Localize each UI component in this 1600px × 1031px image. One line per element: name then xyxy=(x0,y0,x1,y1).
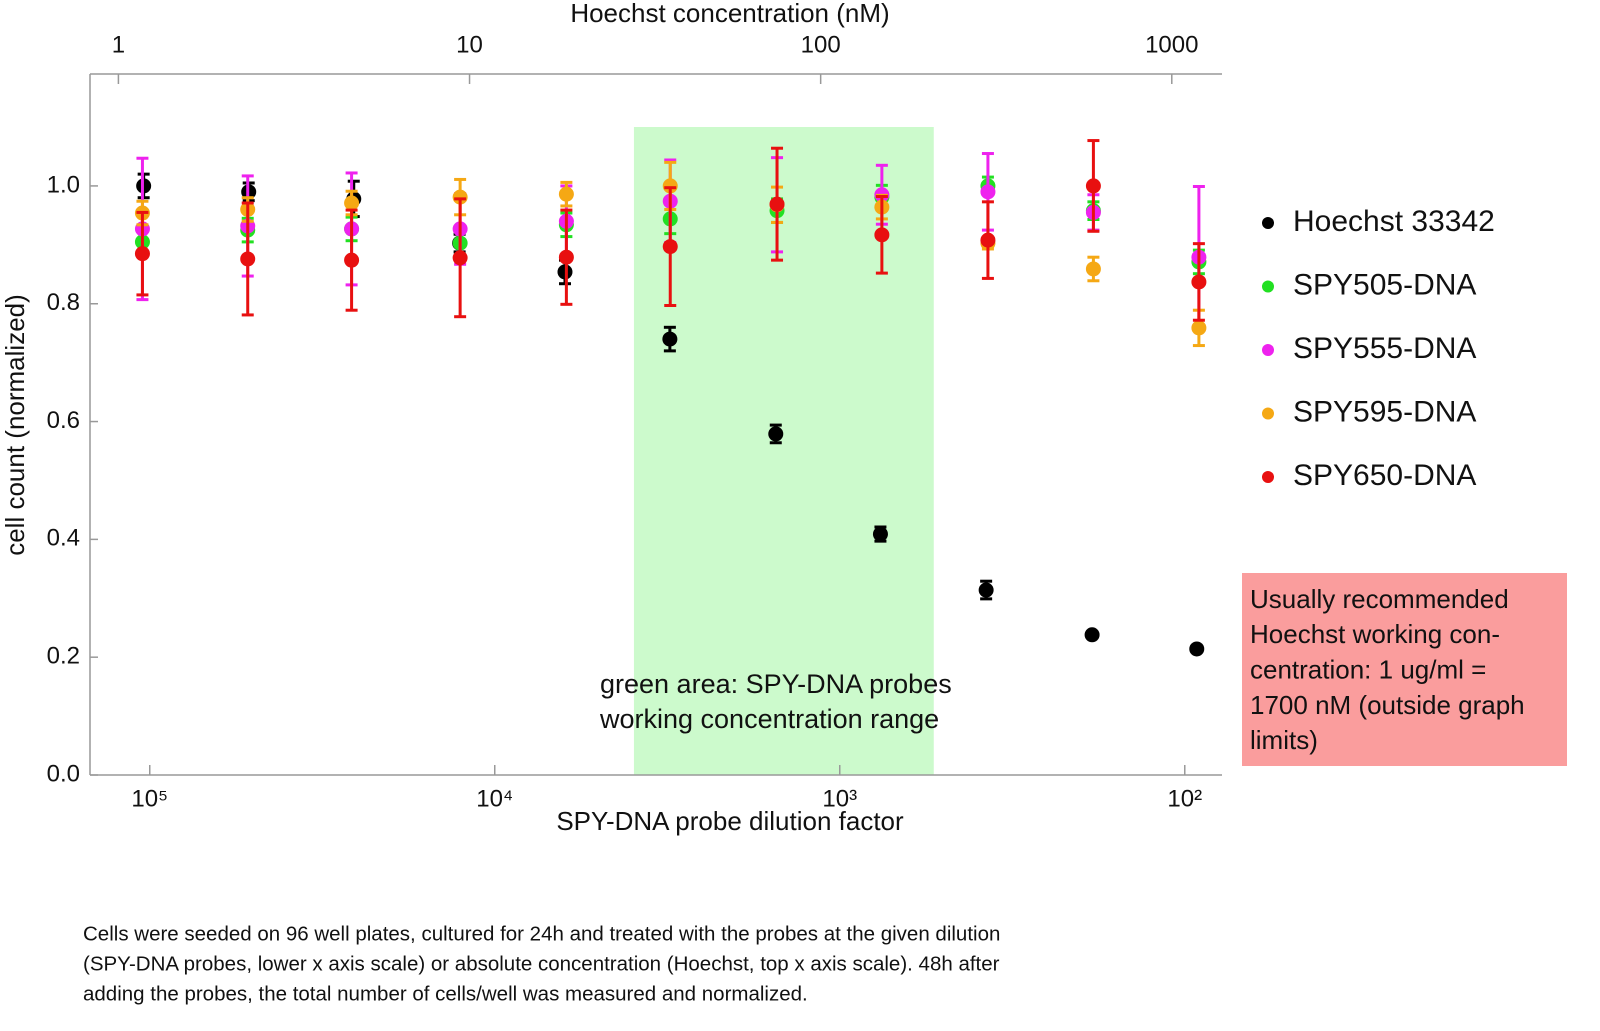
point xyxy=(662,239,678,255)
note-text: Hoechst working con- xyxy=(1250,619,1500,649)
point xyxy=(1191,274,1207,290)
y-tick-label: 1.0 xyxy=(47,171,80,198)
y-tick-label: 0.8 xyxy=(47,289,80,316)
legend-marker xyxy=(1262,344,1274,356)
legend-label: SPY595-DNA xyxy=(1293,395,1476,428)
point xyxy=(768,426,784,442)
annotation: green area: SPY-DNA probes xyxy=(600,669,952,699)
x-tick-label: 10³ xyxy=(822,785,857,812)
point xyxy=(662,331,678,347)
y-tick-label: 0.6 xyxy=(47,407,80,434)
x-tick-label: 10⁴ xyxy=(476,785,513,812)
legend-label: SPY555-DNA xyxy=(1293,332,1476,365)
x2-tick-label: 1 xyxy=(112,31,125,58)
note-box xyxy=(1242,573,1567,766)
caption: adding the probes, the total number of c… xyxy=(83,982,808,1005)
point xyxy=(1189,641,1205,657)
y-tick-label: 0.4 xyxy=(47,525,80,552)
point xyxy=(769,196,785,212)
caption: Cells were seeded on 96 well plates, cul… xyxy=(83,922,1000,945)
point xyxy=(1085,178,1101,194)
point xyxy=(240,251,256,267)
caption: (SPY-DNA probes, lower x axis scale) or … xyxy=(83,952,1000,975)
x2-tick-label: 100 xyxy=(801,31,841,58)
point xyxy=(1085,261,1101,277)
x-tick-label: 10² xyxy=(1167,785,1202,812)
y-tick-label: 0.2 xyxy=(47,643,80,670)
x-tick-label: 10⁵ xyxy=(131,785,168,812)
annotation: working concentration range xyxy=(599,704,939,734)
point xyxy=(558,249,574,265)
point xyxy=(1084,627,1100,643)
point xyxy=(452,189,468,205)
x-axis-title: SPY-DNA probe dilution factor xyxy=(556,806,904,836)
legend-label: Hoechst 33342 xyxy=(1293,205,1495,238)
point xyxy=(452,250,468,266)
top-axis-title: Hoechst concentration (nM) xyxy=(570,0,889,28)
legend-label: SPY650-DNA xyxy=(1293,459,1476,492)
legend-marker xyxy=(1262,280,1274,293)
note-text: limits) xyxy=(1250,725,1318,755)
point xyxy=(344,252,360,268)
x2-tick-label: 1000 xyxy=(1145,31,1198,58)
point xyxy=(1191,320,1207,336)
point xyxy=(980,232,996,248)
point xyxy=(978,582,994,598)
legend-label: SPY505-DNA xyxy=(1293,268,1476,301)
legend-marker xyxy=(1262,407,1274,420)
note-text: Usually recommended xyxy=(1250,584,1509,614)
y-axis-title: cell count (normalized) xyxy=(0,294,30,556)
legend-marker xyxy=(1262,471,1274,483)
point xyxy=(344,195,360,211)
legend-marker xyxy=(1262,217,1274,229)
x2-tick-label: 10 xyxy=(456,31,483,58)
note-text: centration: 1 ug/ml = xyxy=(1250,654,1486,684)
point xyxy=(872,526,888,542)
point xyxy=(134,246,150,262)
point xyxy=(558,186,574,202)
point xyxy=(874,227,890,243)
note-text: 1700 nM (outside graph xyxy=(1250,690,1525,720)
point xyxy=(980,184,996,200)
point xyxy=(662,178,678,194)
y-tick-label: 0.0 xyxy=(47,760,80,787)
